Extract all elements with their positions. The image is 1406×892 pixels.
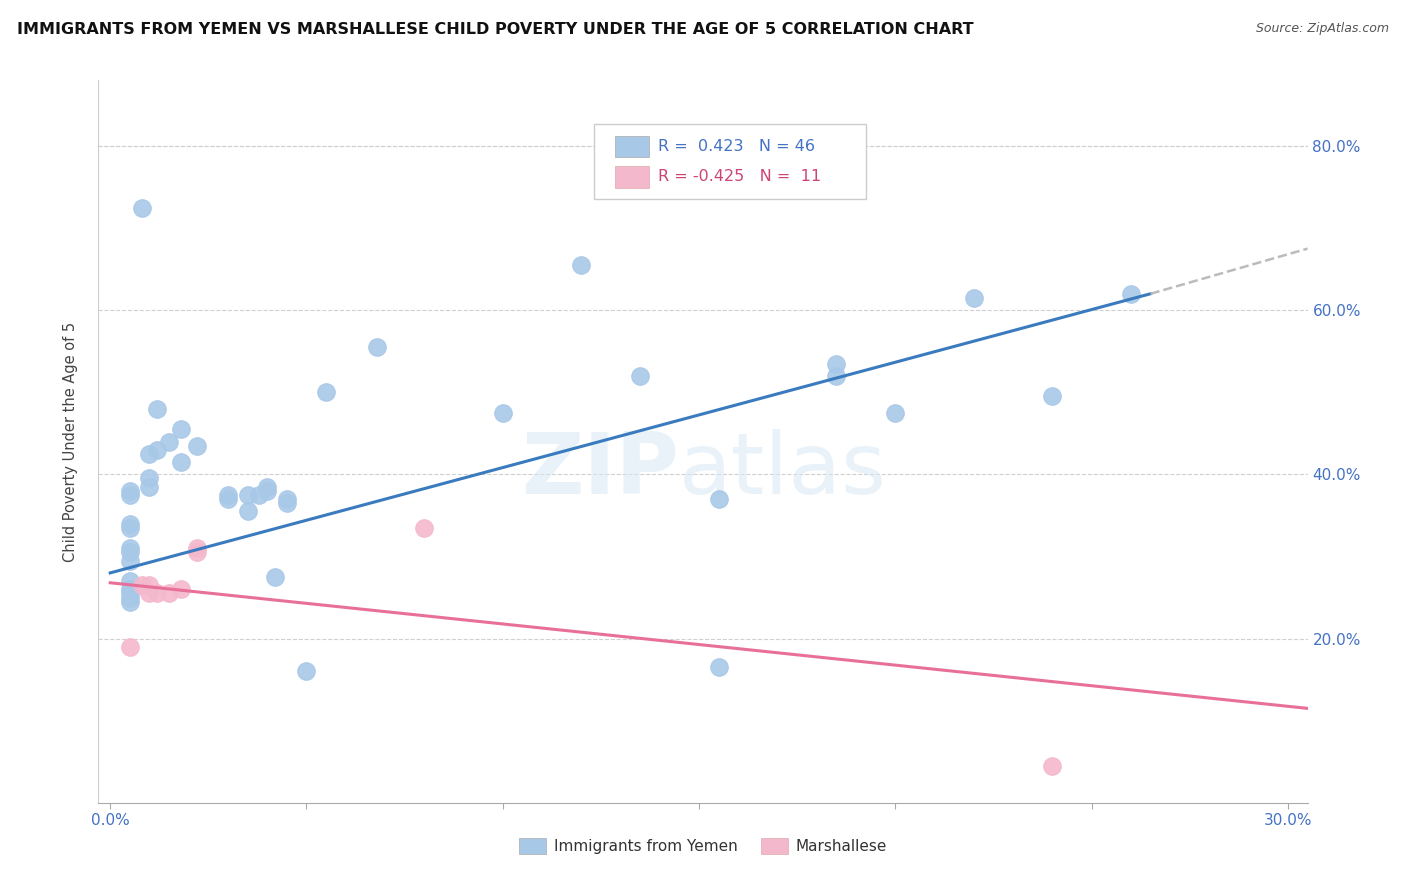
Point: [118, 640, 141, 654]
Legend: Immigrants from Yemen, Marshallese: Immigrants from Yemen, Marshallese: [513, 832, 893, 860]
Point: [118, 553, 141, 567]
Point: [146, 442, 169, 457]
Point: [138, 480, 160, 494]
Text: ZIP: ZIP: [522, 429, 679, 512]
Point: [118, 586, 141, 600]
Point: [256, 483, 278, 498]
Point: [138, 471, 160, 485]
Point: [138, 447, 160, 461]
Point: [118, 521, 141, 535]
Point: [217, 491, 239, 506]
Point: [707, 491, 730, 506]
Point: [157, 434, 180, 449]
Point: [186, 439, 208, 453]
FancyBboxPatch shape: [595, 124, 866, 200]
FancyBboxPatch shape: [614, 136, 648, 157]
Point: [118, 591, 141, 605]
Point: [157, 586, 180, 600]
Point: [825, 357, 848, 371]
Point: [118, 516, 141, 531]
Point: [186, 545, 208, 559]
Point: [217, 488, 239, 502]
Text: atlas: atlas: [679, 429, 887, 512]
Point: [170, 422, 193, 436]
Point: [118, 488, 141, 502]
Point: [131, 201, 153, 215]
Point: [884, 406, 907, 420]
Point: [236, 488, 259, 502]
Point: [707, 660, 730, 674]
Point: [264, 570, 287, 584]
Text: R =  0.423   N = 46: R = 0.423 N = 46: [658, 139, 815, 154]
Point: [118, 483, 141, 498]
Point: [118, 545, 141, 559]
Point: [825, 368, 848, 383]
Point: [118, 574, 141, 588]
Point: [366, 340, 388, 354]
Point: [276, 491, 298, 506]
Point: [146, 401, 169, 416]
Point: [118, 582, 141, 597]
Point: [1042, 389, 1064, 403]
Y-axis label: Child Poverty Under the Age of 5: Child Poverty Under the Age of 5: [63, 321, 77, 562]
Point: [138, 578, 160, 592]
Point: [1119, 286, 1142, 301]
Point: [315, 385, 337, 400]
Text: R = -0.425   N =  11: R = -0.425 N = 11: [658, 169, 821, 184]
Point: [295, 665, 318, 679]
Point: [256, 480, 278, 494]
Point: [569, 258, 592, 272]
Point: [628, 368, 651, 383]
Point: [413, 521, 436, 535]
FancyBboxPatch shape: [614, 166, 648, 187]
Point: [1042, 759, 1064, 773]
Point: [138, 586, 160, 600]
Point: [963, 291, 986, 305]
Point: [118, 541, 141, 556]
Point: [276, 496, 298, 510]
Point: [186, 541, 208, 556]
Point: [131, 578, 153, 592]
Point: [170, 455, 193, 469]
Point: [492, 406, 515, 420]
Point: [118, 594, 141, 608]
Point: [236, 504, 259, 518]
Text: Source: ZipAtlas.com: Source: ZipAtlas.com: [1256, 22, 1389, 36]
Text: IMMIGRANTS FROM YEMEN VS MARSHALLESE CHILD POVERTY UNDER THE AGE OF 5 CORRELATIO: IMMIGRANTS FROM YEMEN VS MARSHALLESE CHI…: [17, 22, 973, 37]
Point: [170, 582, 193, 597]
Point: [146, 586, 169, 600]
Point: [247, 488, 270, 502]
